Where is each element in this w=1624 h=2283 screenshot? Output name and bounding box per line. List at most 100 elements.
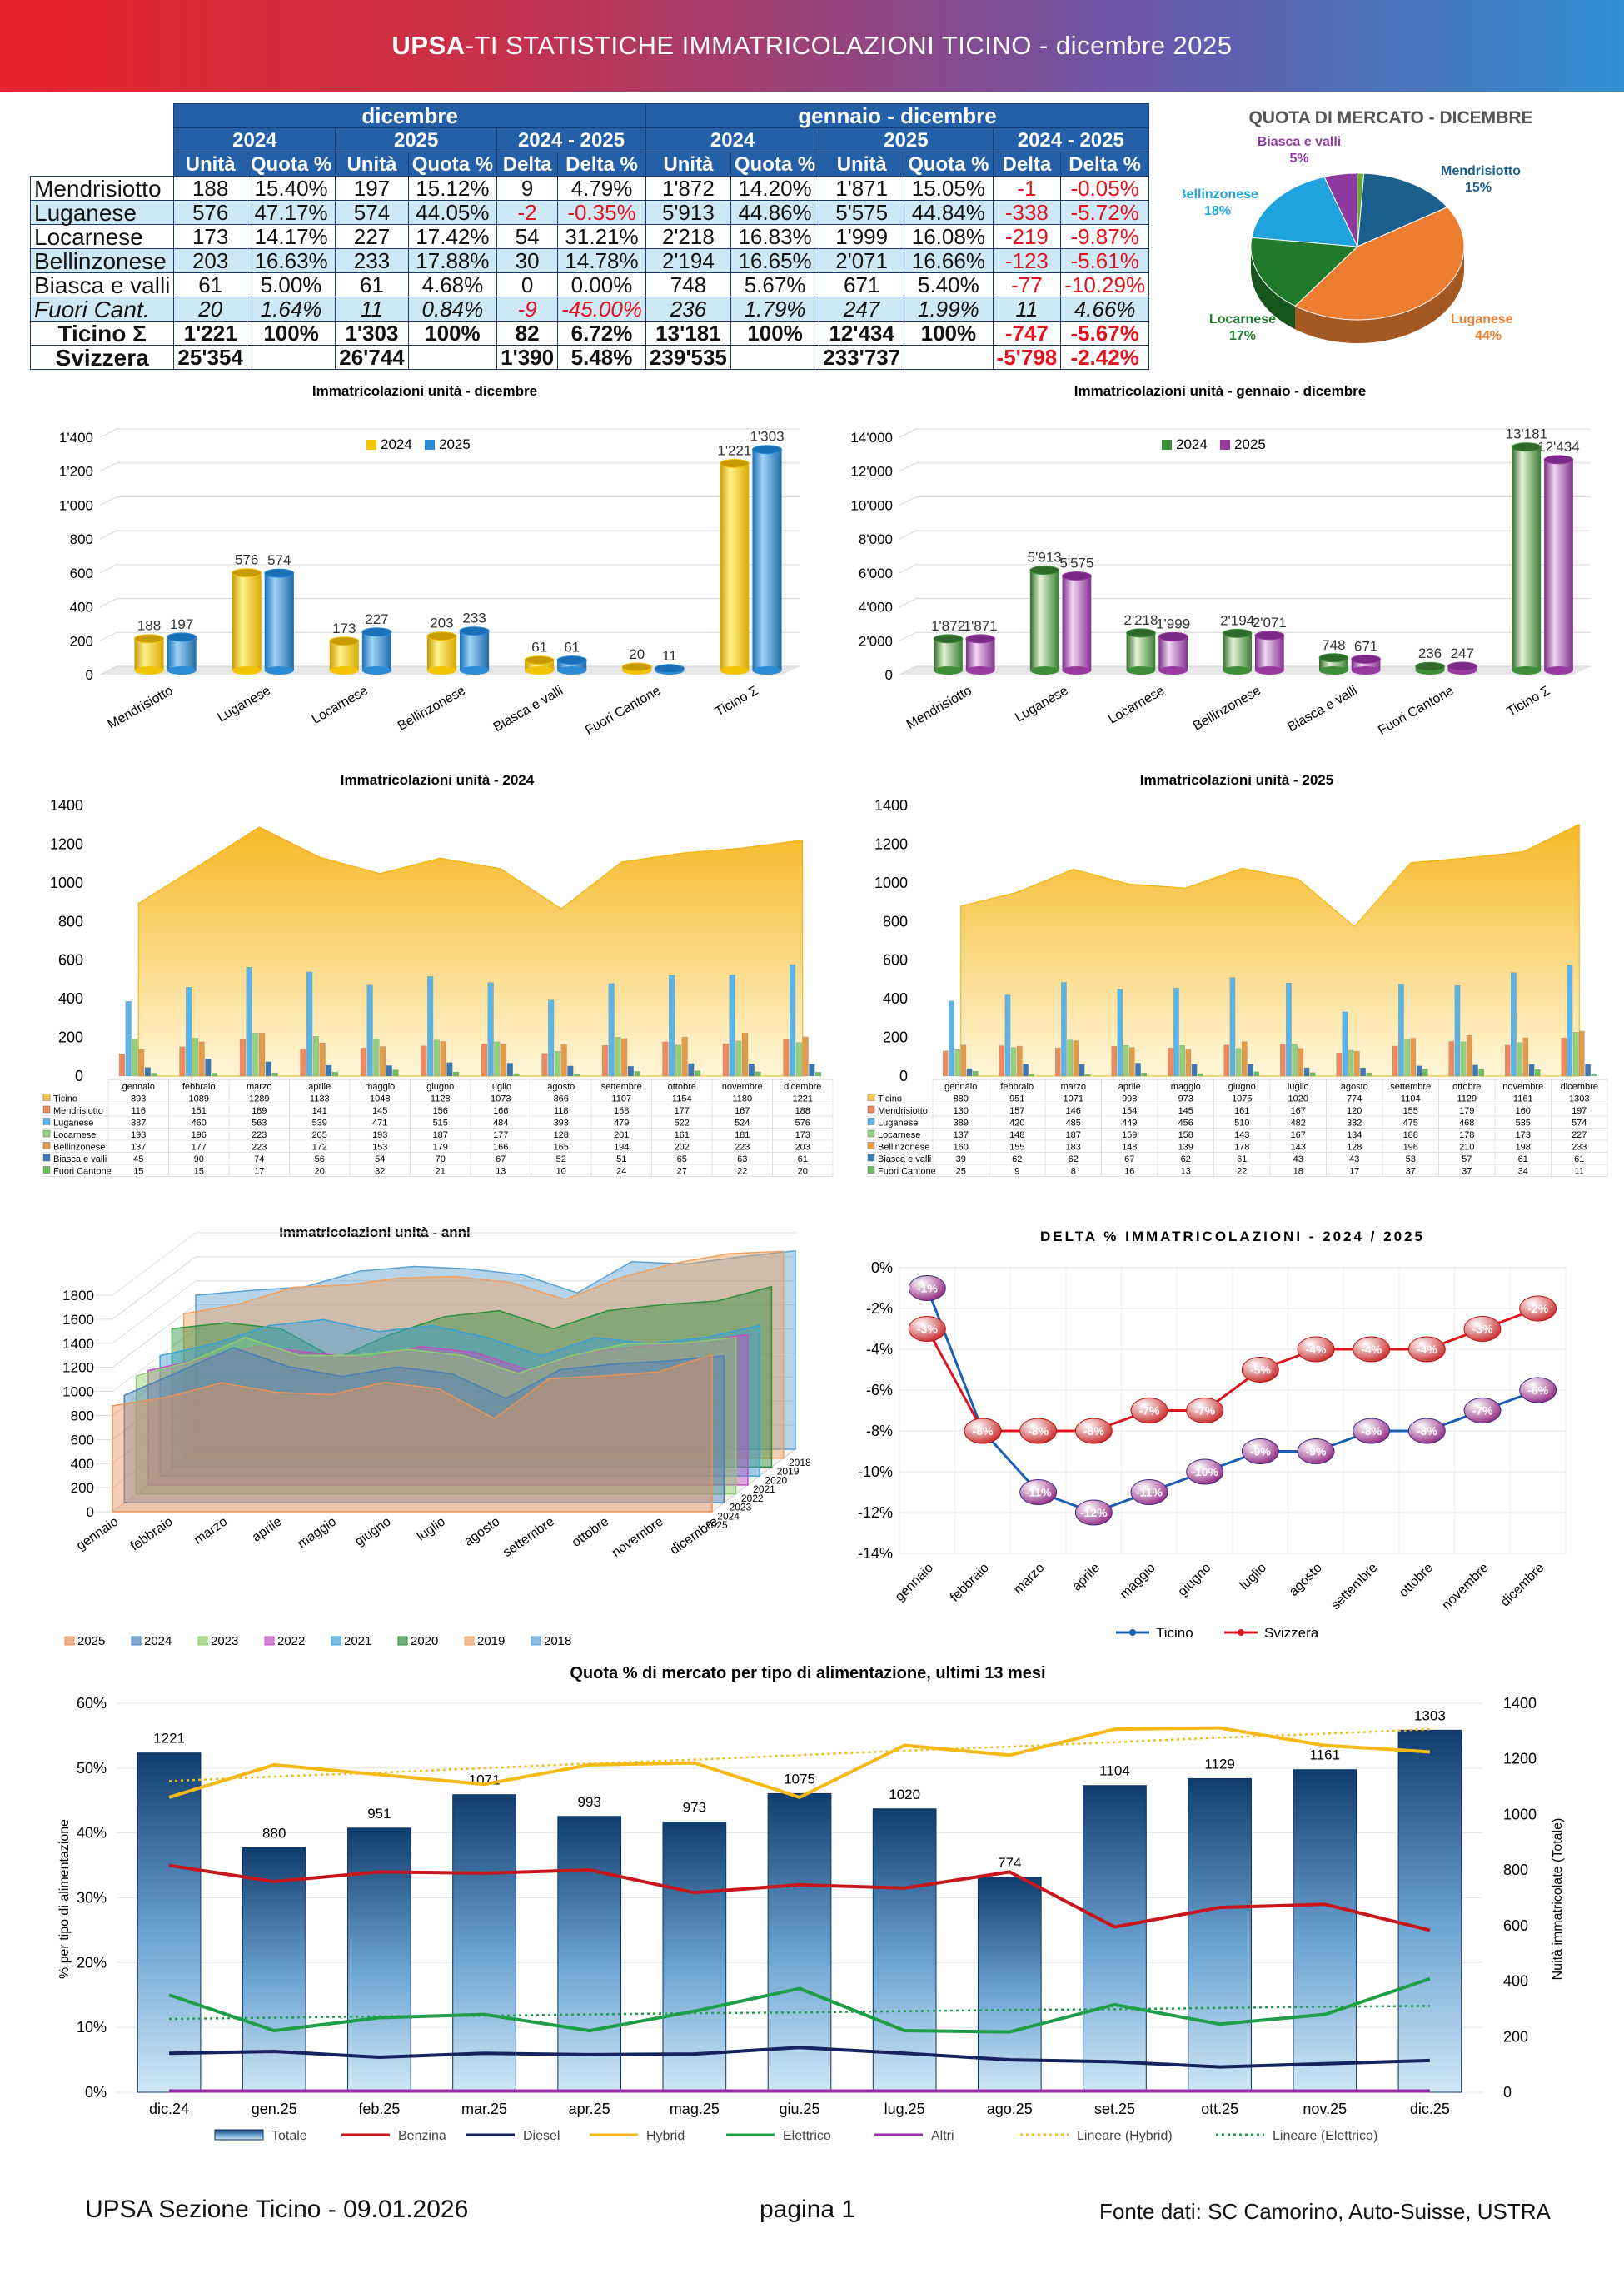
x-tick: giugno	[1176, 1561, 1214, 1599]
legend-swatch	[214, 2129, 264, 2141]
delta-marker	[1463, 1398, 1502, 1423]
table-value: 1104	[1401, 1094, 1421, 1104]
x-tick: giu.25	[779, 2101, 819, 2117]
x-tick: Mendrisiotto	[106, 684, 176, 732]
month-label: giugno	[1228, 1082, 1256, 1092]
delta-marker	[1186, 1458, 1224, 1485]
table-cell: 5.00%	[246, 272, 336, 297]
series-label: Biasca e valli	[53, 1154, 107, 1164]
table-value: 484	[493, 1119, 508, 1129]
month-bar	[239, 1039, 246, 1077]
bar	[1512, 446, 1542, 670]
chart-title: Immatricolazioni unità - dicembre	[312, 383, 537, 399]
hdr-2024-yr: 2024	[645, 127, 820, 152]
legend-swatch	[464, 1636, 475, 1646]
grid-line	[96, 1424, 795, 1488]
month-bar	[494, 1041, 501, 1077]
bar-label: 173	[332, 621, 356, 636]
x-tick: ott.25	[1201, 2101, 1238, 2117]
legend-label: Elettrico	[783, 2129, 831, 2143]
month-bar	[999, 1045, 1004, 1077]
table-value: 201	[614, 1130, 629, 1140]
month-bar	[481, 1044, 487, 1077]
y-tick: 12'000	[850, 464, 893, 480]
bar-top	[426, 631, 457, 641]
y-tick: -8%	[866, 1423, 893, 1439]
table-value: 510	[1234, 1119, 1249, 1129]
bar-label: 236	[1418, 646, 1442, 661]
delta-marker	[1019, 1418, 1058, 1444]
table-value: 880	[954, 1094, 969, 1104]
table-value: 159	[1122, 1130, 1137, 1140]
month-bar	[1017, 1045, 1023, 1077]
series-label: Fuori Cantone	[53, 1167, 112, 1177]
col-header: Quota %	[246, 152, 336, 177]
bar-base	[965, 666, 995, 675]
delta-label: -7%	[1139, 1404, 1160, 1418]
legend-swatch	[867, 1105, 875, 1114]
legend-swatch	[331, 1636, 341, 1646]
bar-label: 5'575	[1059, 556, 1093, 571]
bar	[167, 636, 197, 670]
month-bar	[1561, 1038, 1567, 1077]
bar-base	[1351, 666, 1381, 675]
legend-swatch	[1220, 440, 1230, 450]
month-bar	[259, 1033, 266, 1077]
chart-delta: DELTA % IMMATRICOLAZIONI - 2024 / 2025 0%…	[858, 1229, 1567, 1641]
month-bar	[966, 1068, 973, 1077]
table-value: 866	[554, 1094, 569, 1104]
depth-label: 2021	[753, 1483, 775, 1495]
month-bar	[446, 1062, 453, 1077]
table-value: 183	[1066, 1143, 1081, 1153]
pie-pct: 17%	[1229, 329, 1256, 343]
table-value: 11	[1575, 1167, 1584, 1177]
totale-bar	[137, 1752, 202, 2093]
delta-label: -7%	[1194, 1404, 1215, 1418]
table-cell: -5.67%	[1060, 321, 1150, 346]
table-value: 21	[436, 1167, 446, 1177]
table-value: 973	[1178, 1094, 1193, 1104]
table-value: 118	[554, 1106, 569, 1116]
x-tick: marzo	[192, 1514, 230, 1547]
bar	[1029, 570, 1059, 670]
month-bar	[1185, 1049, 1192, 1077]
x-tick: Luganese	[1013, 684, 1070, 725]
pie-label: Biasca e valli	[1258, 135, 1342, 149]
grid-line	[99, 496, 117, 506]
y-tick: 0	[885, 667, 893, 683]
month-label: novembre	[1502, 1082, 1543, 1092]
y-tick: -12%	[858, 1504, 893, 1521]
bar-top	[1511, 442, 1542, 452]
month-bar	[1073, 1040, 1079, 1077]
table-value: 51	[616, 1154, 626, 1164]
table-row: Ticino Σ 1'221 100% 1'303 100% 82 6.72% 13'181 1…	[29, 321, 1150, 346]
footer-page: pagina 1	[760, 2196, 856, 2223]
series-label: Locarnese	[878, 1130, 920, 1140]
delta-label: -4%	[1361, 1343, 1382, 1356]
month-bar	[1298, 1048, 1304, 1077]
table-value: 951	[1009, 1094, 1024, 1104]
legend-label: 2018	[544, 1634, 571, 1648]
table-value: 181	[735, 1130, 750, 1140]
table-value: 1048	[370, 1094, 390, 1104]
delta-marker	[1353, 1336, 1391, 1363]
bar-top	[965, 634, 996, 644]
bar-top	[133, 634, 165, 644]
table-value: 187	[1066, 1130, 1081, 1140]
table-value: 1107	[611, 1094, 631, 1104]
totale-bar	[1188, 1777, 1252, 2093]
table-value: 223	[252, 1130, 267, 1140]
table-value: 203	[795, 1143, 810, 1153]
x-tick: luglio	[1238, 1561, 1270, 1593]
table-value: 22	[737, 1167, 747, 1177]
grid-line	[899, 564, 917, 574]
col-header: Unità	[173, 152, 247, 177]
table-cell: 4.66%	[1060, 297, 1150, 322]
table-row: Fuori Cant. 20 1.64% 11 0.84% -9 -45.00% 236 1.7…	[29, 297, 1150, 322]
totale-bar	[557, 1816, 622, 2093]
table-value: 167	[1291, 1130, 1306, 1140]
table-value: 389	[954, 1119, 969, 1129]
legend-swatch	[867, 1154, 875, 1162]
month-bar	[608, 983, 615, 1077]
year-area	[171, 1285, 773, 1468]
